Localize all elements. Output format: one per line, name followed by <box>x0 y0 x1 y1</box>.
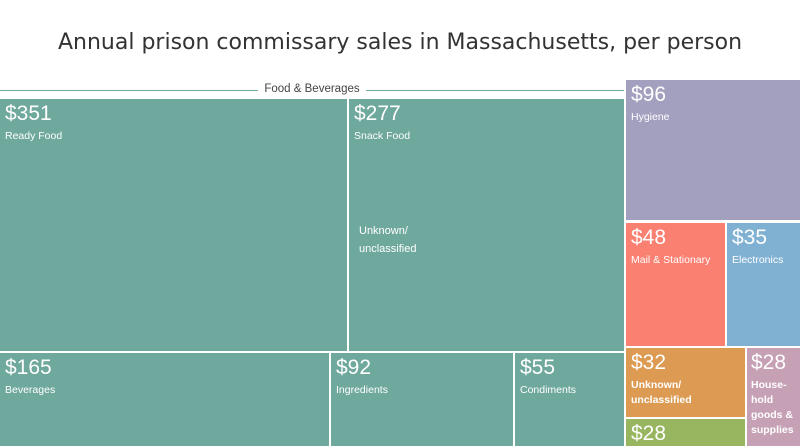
cell-label: Condiments <box>520 384 577 396</box>
treemap-cell: $28 House-hold goods & supplies <box>747 348 800 446</box>
cell-label: Beverages <box>5 384 56 396</box>
cell-value: $277 <box>354 102 401 125</box>
snack-unknown-annotation: Unknown/ unclassified <box>359 225 417 255</box>
cell-label: Hygiene <box>631 111 670 123</box>
treemap-cell: $92 Ingredients <box>331 353 513 446</box>
cell-label: Unknown/ unclassified <box>631 379 692 406</box>
treemap-cell: $48 Mail & Stationary <box>626 223 725 346</box>
treemap-cell: $351 Ready Food <box>0 99 347 351</box>
cell-label: Ingredients <box>336 384 388 396</box>
cell-value: $28 <box>631 422 667 445</box>
cell-label: Electronics <box>732 254 784 266</box>
cell-value: $28 <box>751 351 787 374</box>
treemap-cell: $96 Hygiene <box>626 80 800 220</box>
cell-label: Mail & Stationary <box>631 254 711 266</box>
treemap-cell: $32 Unknown/ unclassified <box>626 348 745 417</box>
cell-value: $35 <box>732 226 768 249</box>
group-label: Food & Beverages <box>258 83 366 95</box>
cell-value: $96 <box>631 83 667 106</box>
group-header-food-beverages: Food & Beverages <box>0 82 624 98</box>
treemap-cell: $55 Condiments <box>515 353 624 446</box>
treemap-cell: $35 Electronics <box>727 223 800 346</box>
treemap-cell: $28 <box>626 419 745 446</box>
cell-value: $48 <box>631 226 667 249</box>
chart-title: Annual prison commissary sales in Massac… <box>57 30 743 55</box>
cell-value: $165 <box>5 356 52 379</box>
cell-value: $351 <box>5 102 52 125</box>
cell-label: House-hold goods & supplies <box>751 379 794 436</box>
cell-value: $32 <box>631 351 667 374</box>
cell-label: Snack Food <box>354 130 411 142</box>
treemap-cell: $165 Beverages <box>0 353 329 446</box>
cell-value: $92 <box>336 356 372 379</box>
cell-label: Ready Food <box>5 130 63 142</box>
cell-value: $55 <box>520 356 556 379</box>
treemap-cell: $277 Snack Food <box>349 99 624 351</box>
